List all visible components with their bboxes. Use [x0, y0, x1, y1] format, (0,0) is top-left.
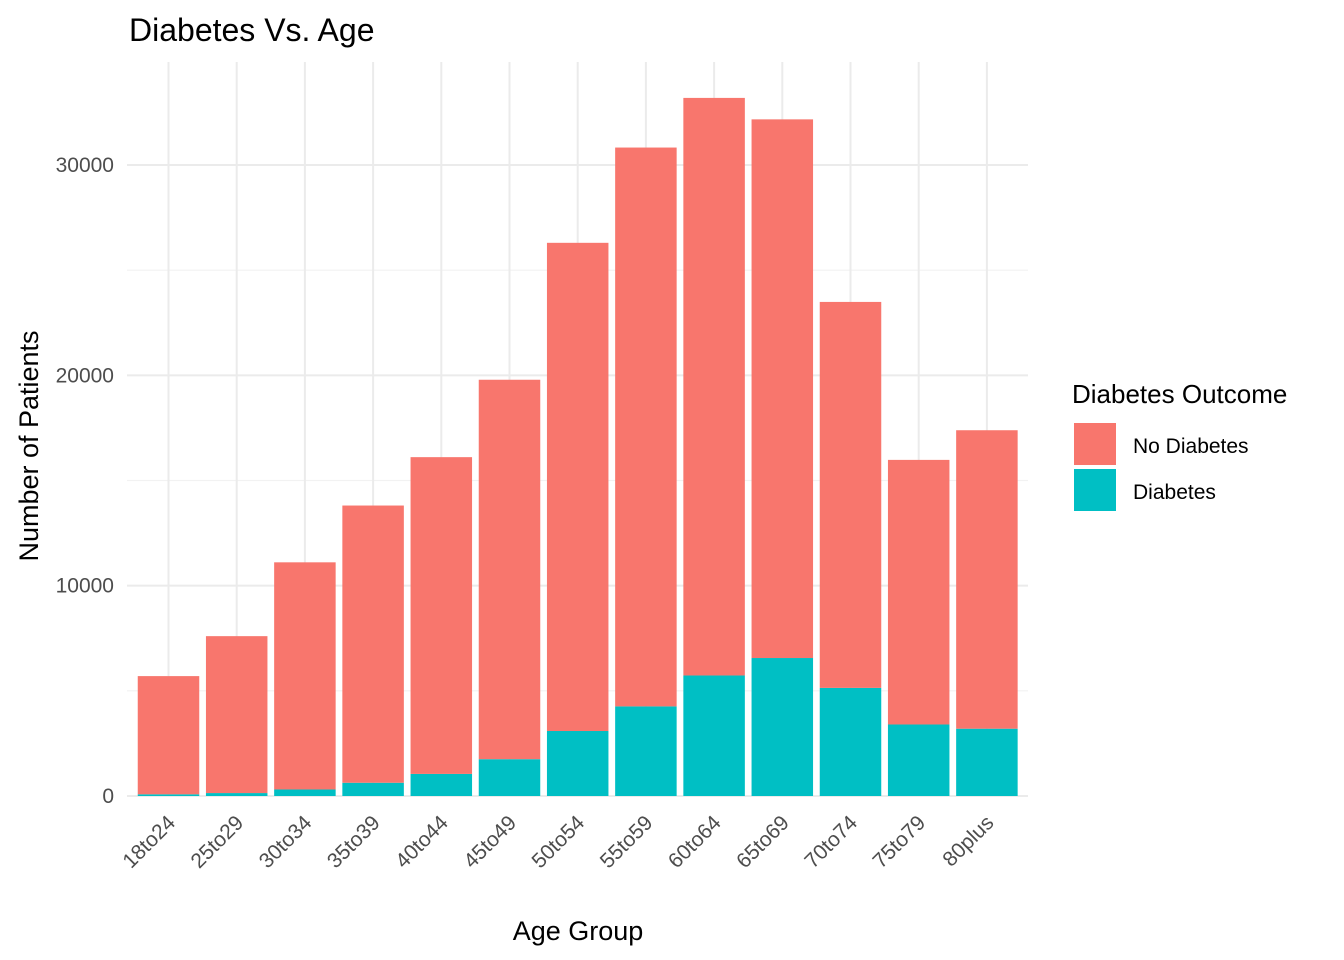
bar-diabetes	[478, 759, 541, 796]
bar-diabetes	[615, 706, 677, 796]
legend-swatch-diabetes	[1074, 469, 1116, 511]
bar-diabetes	[683, 675, 745, 796]
x-tick-label: 70to74	[800, 811, 862, 873]
bar-diabetes	[205, 793, 268, 796]
x-tick-label: 50to54	[528, 811, 590, 873]
legend-swatch-no-diabetes	[1074, 423, 1116, 465]
x-tick-label: 80plus	[938, 811, 998, 871]
bar-no-diabetes	[819, 301, 882, 688]
bar-no-diabetes	[478, 379, 541, 760]
bar-no-diabetes	[274, 562, 336, 790]
bar-no-diabetes	[683, 97, 745, 676]
x-tick-label: 18to24	[118, 811, 180, 873]
y-tick-label: 30000	[56, 154, 114, 177]
legend-label-diabetes: Diabetes	[1133, 481, 1216, 504]
x-axis-ticks: 18to24 25to29 30to34 35to39 40to44 45to49 50to…	[118, 811, 998, 873]
x-tick-label: 30to34	[255, 811, 317, 873]
y-tick-label: 20000	[56, 364, 114, 387]
legend-label-no-diabetes: No Diabetes	[1133, 435, 1249, 458]
chart-title: Diabetes Vs. Age	[129, 12, 374, 48]
x-tick-label: 40to44	[391, 811, 453, 873]
y-tick-label: 0	[102, 785, 114, 808]
bar-diabetes	[956, 728, 1018, 796]
bar-no-diabetes	[956, 430, 1018, 729]
bar-no-diabetes	[751, 119, 814, 659]
bar-diabetes	[887, 724, 950, 796]
bar-no-diabetes	[205, 636, 268, 794]
x-tick-label: 60to64	[664, 811, 726, 873]
x-tick-label: 35to39	[323, 811, 385, 873]
bar-diabetes	[546, 731, 609, 796]
bar-no-diabetes	[137, 676, 200, 795]
bar-diabetes	[410, 773, 473, 796]
bar-diabetes	[342, 782, 404, 796]
bar-no-diabetes	[615, 147, 677, 707]
bar-no-diabetes	[546, 242, 609, 732]
bar-diabetes	[137, 794, 200, 796]
legend-title: Diabetes Outcome	[1072, 379, 1287, 409]
x-tick-label: 55to59	[596, 811, 658, 873]
x-axis-title: Age Group	[513, 916, 644, 946]
y-axis-title: Number of Patients	[14, 330, 44, 561]
y-tick-label: 10000	[56, 575, 114, 598]
x-tick-label: 75to79	[869, 811, 931, 873]
x-tick-label: 65to69	[732, 811, 794, 873]
bars	[137, 97, 1018, 796]
bar-diabetes	[274, 789, 336, 796]
bar-no-diabetes	[887, 459, 950, 725]
bar-no-diabetes	[410, 457, 473, 774]
bar-no-diabetes	[342, 505, 404, 783]
y-axis-ticks: 0 10000 20000 30000	[56, 154, 114, 808]
bar-diabetes	[751, 658, 814, 796]
legend: Diabetes Outcome No Diabetes Diabetes	[1072, 379, 1287, 511]
bar-diabetes	[819, 687, 882, 796]
x-tick-label: 25to29	[187, 811, 249, 873]
x-tick-label: 45to49	[459, 811, 521, 873]
